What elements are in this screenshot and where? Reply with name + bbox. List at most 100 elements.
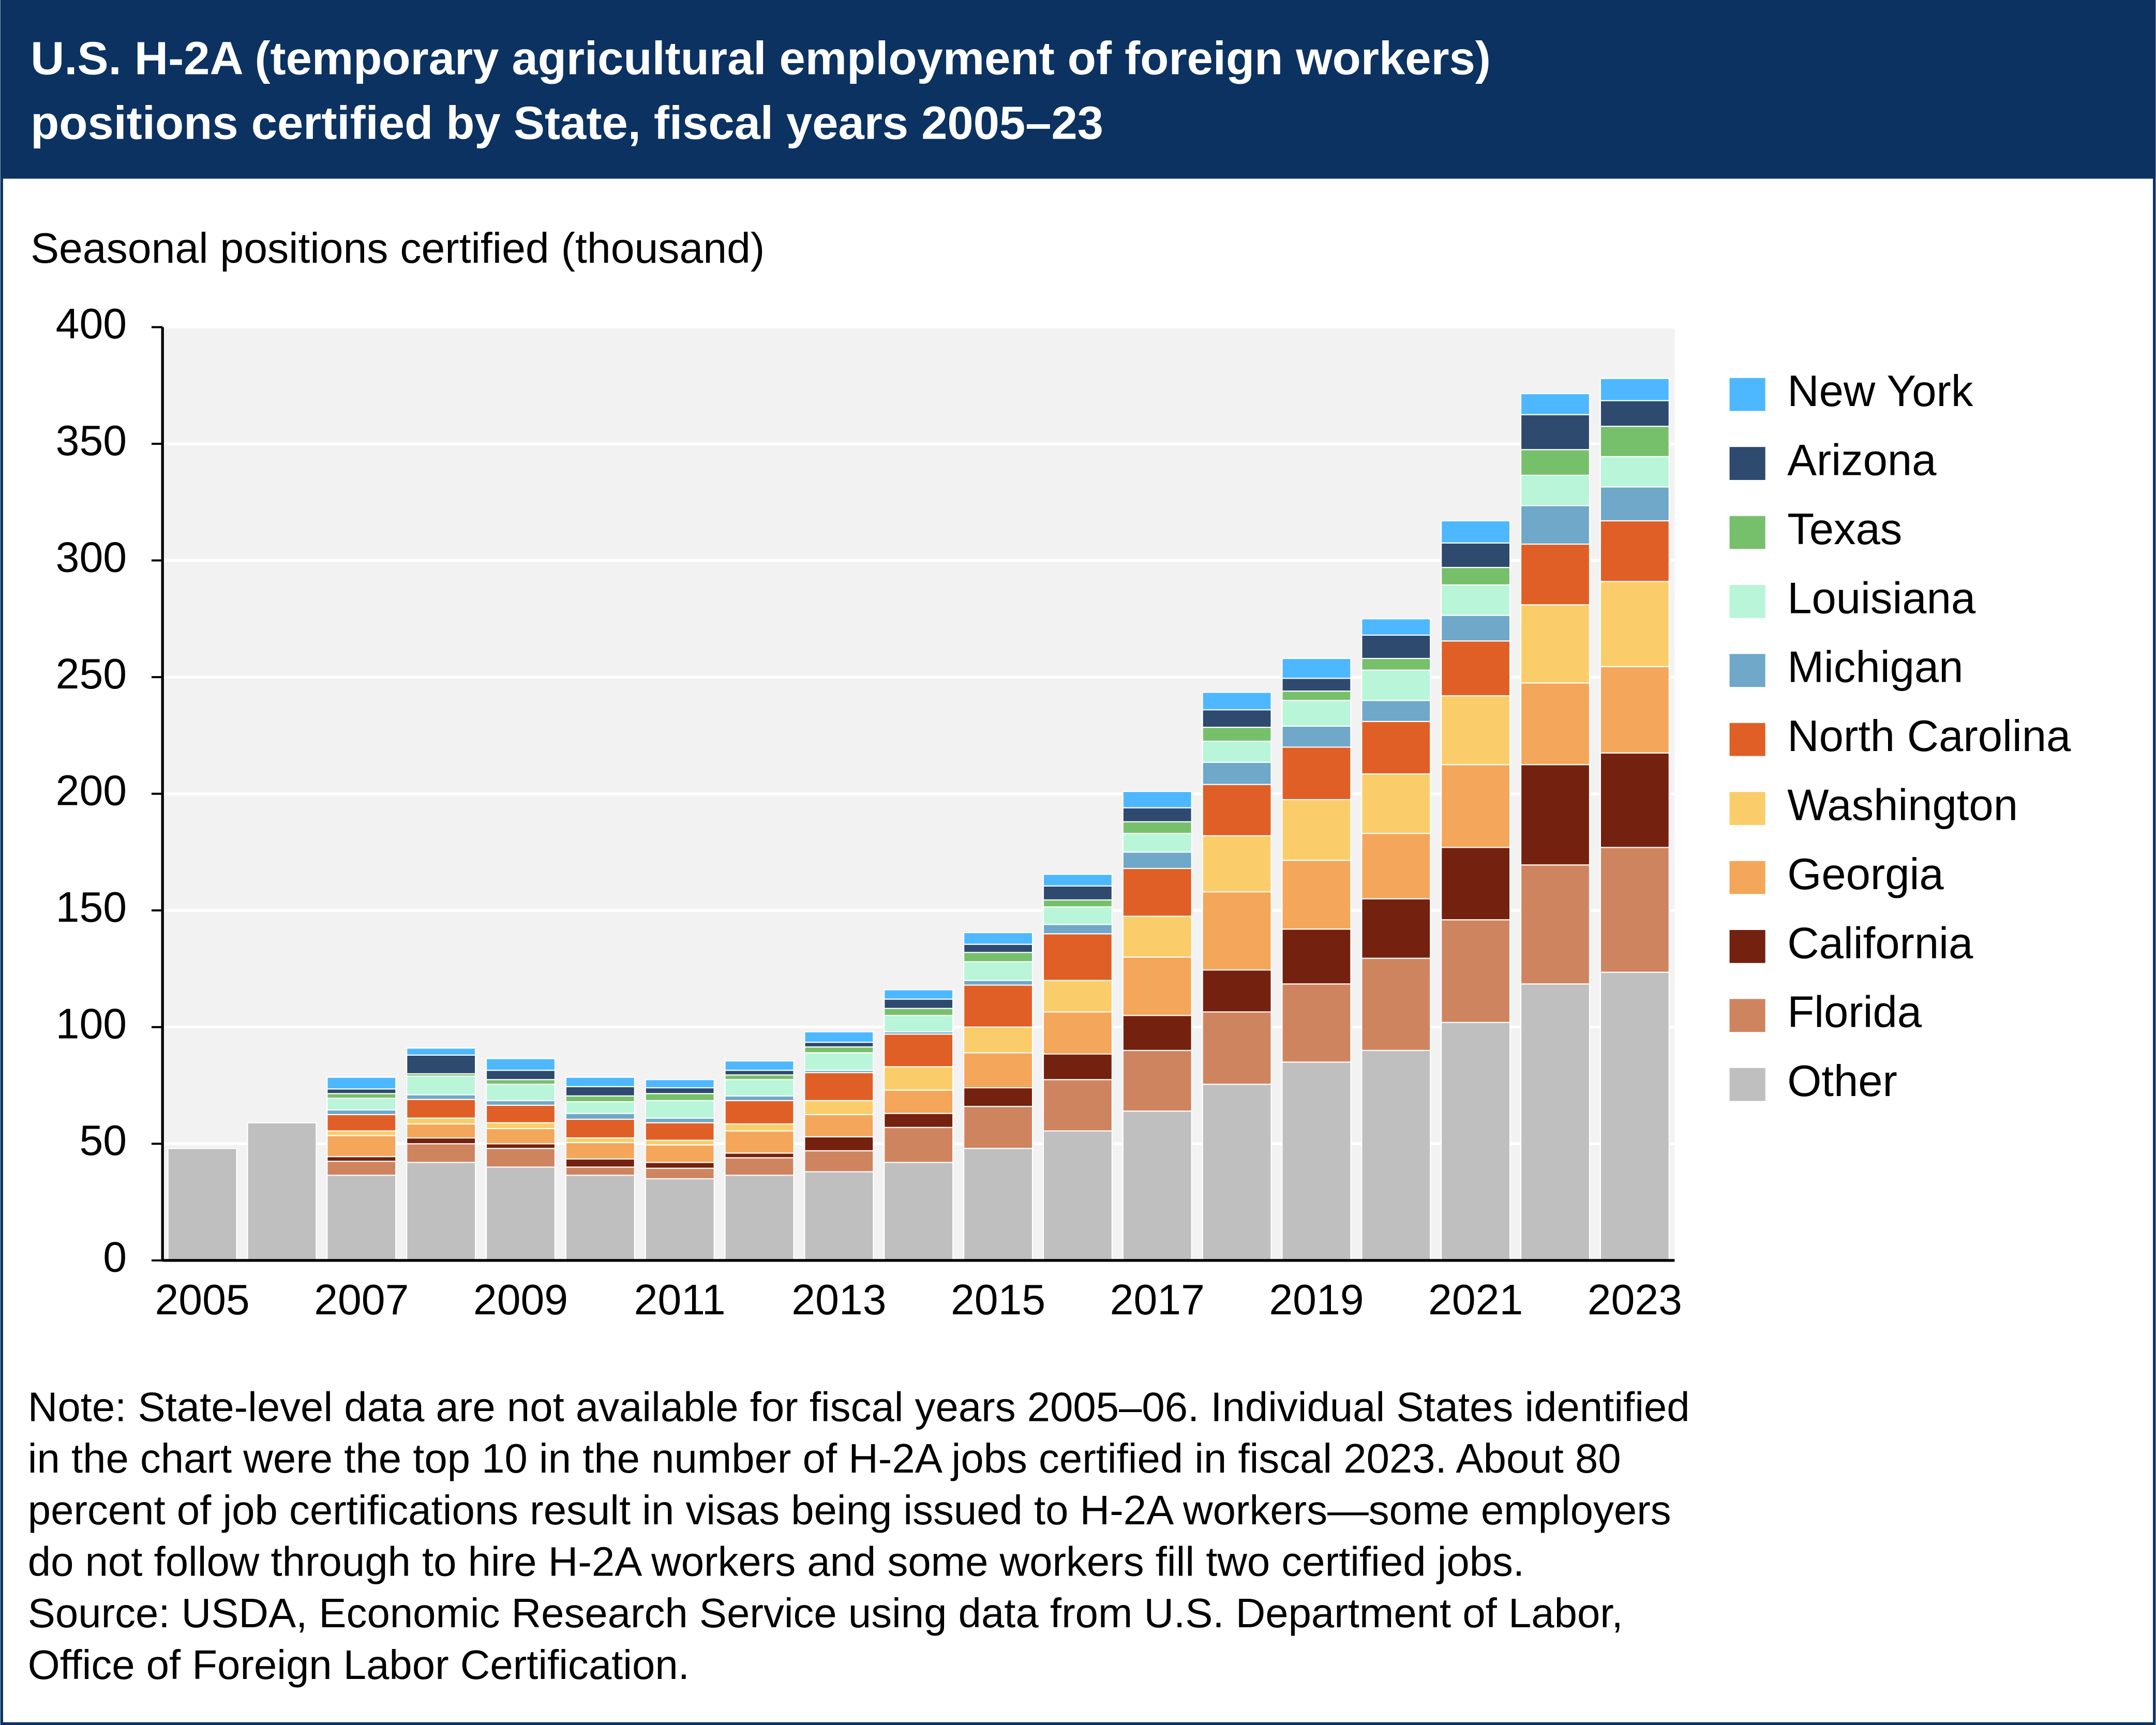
- bar-segment: [406, 1162, 476, 1261]
- bar-segment: [1520, 474, 1591, 506]
- bar-segment: [1361, 957, 1431, 1051]
- bar-segment: [1281, 860, 1352, 930]
- bar-segment: [1122, 851, 1192, 869]
- legend-swatch: [1729, 723, 1765, 756]
- bar-segment: [724, 1095, 795, 1101]
- bar-segment: [1281, 678, 1352, 692]
- bar-segment: [1042, 1130, 1113, 1261]
- bar-segment: [1202, 1011, 1272, 1085]
- bar-segment: [1520, 864, 1591, 985]
- note-line: Note: State-level data are not available…: [28, 1384, 1690, 1430]
- bar-segment: [1361, 721, 1431, 775]
- bar-segment: [1122, 807, 1192, 822]
- bar-segment: [326, 1130, 397, 1136]
- bar-segment: [565, 1101, 635, 1114]
- legend-swatch: [1729, 516, 1765, 549]
- bar-segment: [804, 1031, 874, 1043]
- title-band: [0, 0, 2156, 179]
- bar-segment: [884, 998, 954, 1009]
- bar-segment: [1281, 1061, 1352, 1261]
- bar-segment: [486, 1058, 556, 1071]
- bar-segment: [326, 1135, 397, 1158]
- bar-segment: [486, 1143, 556, 1149]
- bar-segment: [1042, 1053, 1113, 1081]
- bar-segment: [326, 1076, 397, 1090]
- bar-segment: [406, 1075, 476, 1096]
- bar-segment: [1599, 456, 1670, 488]
- bar-segment: [1122, 791, 1192, 808]
- note-line: Office of Foreign Labor Certification.: [28, 1642, 690, 1688]
- bar-segment: [1122, 821, 1192, 834]
- bar-segment: [645, 1100, 715, 1119]
- bar-segment: [1042, 933, 1113, 981]
- legend-swatch: [1729, 999, 1765, 1032]
- bar-segment: [1042, 899, 1113, 908]
- bar-segment: [326, 1093, 397, 1099]
- bar-segment: [1202, 969, 1272, 1013]
- bar-segment: [1520, 393, 1591, 415]
- legend-label: Other: [1787, 1057, 1897, 1106]
- bar-segment: [724, 1130, 795, 1154]
- bar-segment: [804, 1100, 874, 1115]
- bar-segment: [565, 1137, 635, 1144]
- x-tick-label: 2023: [1588, 1276, 1682, 1324]
- bar-segment: [406, 1123, 476, 1139]
- legend-swatch: [1729, 792, 1765, 825]
- bar-segment: [1441, 1022, 1511, 1261]
- bar-segment: [1281, 799, 1352, 861]
- bar-segment: [1281, 983, 1352, 1063]
- bar-segment: [963, 1026, 1034, 1054]
- y-tick-label: 100: [56, 1000, 127, 1047]
- bar-segment: [1441, 764, 1511, 848]
- bar-segment: [1520, 682, 1591, 766]
- bar-segment: [1520, 505, 1591, 545]
- bar-segment: [1122, 1111, 1192, 1261]
- bar-segment: [1599, 581, 1670, 667]
- bar-segment: [486, 1128, 556, 1145]
- bar-segment: [406, 1137, 476, 1145]
- bar-segment: [884, 1089, 954, 1114]
- bar-segment: [1202, 1084, 1272, 1261]
- bar-segment: [645, 1122, 715, 1141]
- bar-segment: [326, 1175, 397, 1261]
- bar-segment: [804, 1136, 874, 1151]
- y-tick-label: 150: [56, 883, 127, 931]
- bar-segment: [963, 932, 1034, 945]
- bar-segment: [884, 1113, 954, 1128]
- legend-label: Washington: [1787, 781, 2018, 830]
- bar-segment: [724, 1079, 795, 1097]
- bar-segment: [1202, 891, 1272, 971]
- bar-segment: [1281, 657, 1352, 679]
- bar-segment: [1441, 520, 1511, 544]
- bar-segment: [565, 1142, 635, 1160]
- x-tick-label: 2017: [1110, 1276, 1205, 1324]
- chart-title: positions certified by State, fiscal yea…: [31, 97, 1103, 149]
- bar-segment: [406, 1047, 476, 1056]
- legend-swatch: [1729, 654, 1765, 687]
- bar-segment: [1042, 885, 1113, 901]
- bar-segment: [724, 1123, 795, 1132]
- bar-segment: [486, 1148, 556, 1168]
- bar-segment: [884, 1015, 954, 1032]
- bar-segment: [724, 1074, 795, 1081]
- legend-label: Michigan: [1787, 643, 1963, 692]
- bar-segment: [486, 1100, 556, 1106]
- bar-segment: [1281, 725, 1352, 748]
- bar-segment: [804, 1046, 874, 1054]
- bar-segment: [486, 1084, 556, 1101]
- bar-segment: [406, 1094, 476, 1100]
- bar-segment: [645, 1167, 715, 1179]
- legend-label: Arizona: [1787, 436, 1937, 485]
- bar-segment: [326, 1161, 397, 1176]
- bar-segment: [326, 1109, 397, 1115]
- bar-segment: [1361, 657, 1431, 671]
- bar-segment: [326, 1098, 397, 1111]
- bar-segment: [1520, 764, 1591, 866]
- legend-label: Texas: [1787, 505, 1902, 554]
- legend-swatch: [1729, 447, 1765, 480]
- x-tick-label: 2019: [1269, 1276, 1364, 1324]
- legend-swatch: [1729, 929, 1765, 963]
